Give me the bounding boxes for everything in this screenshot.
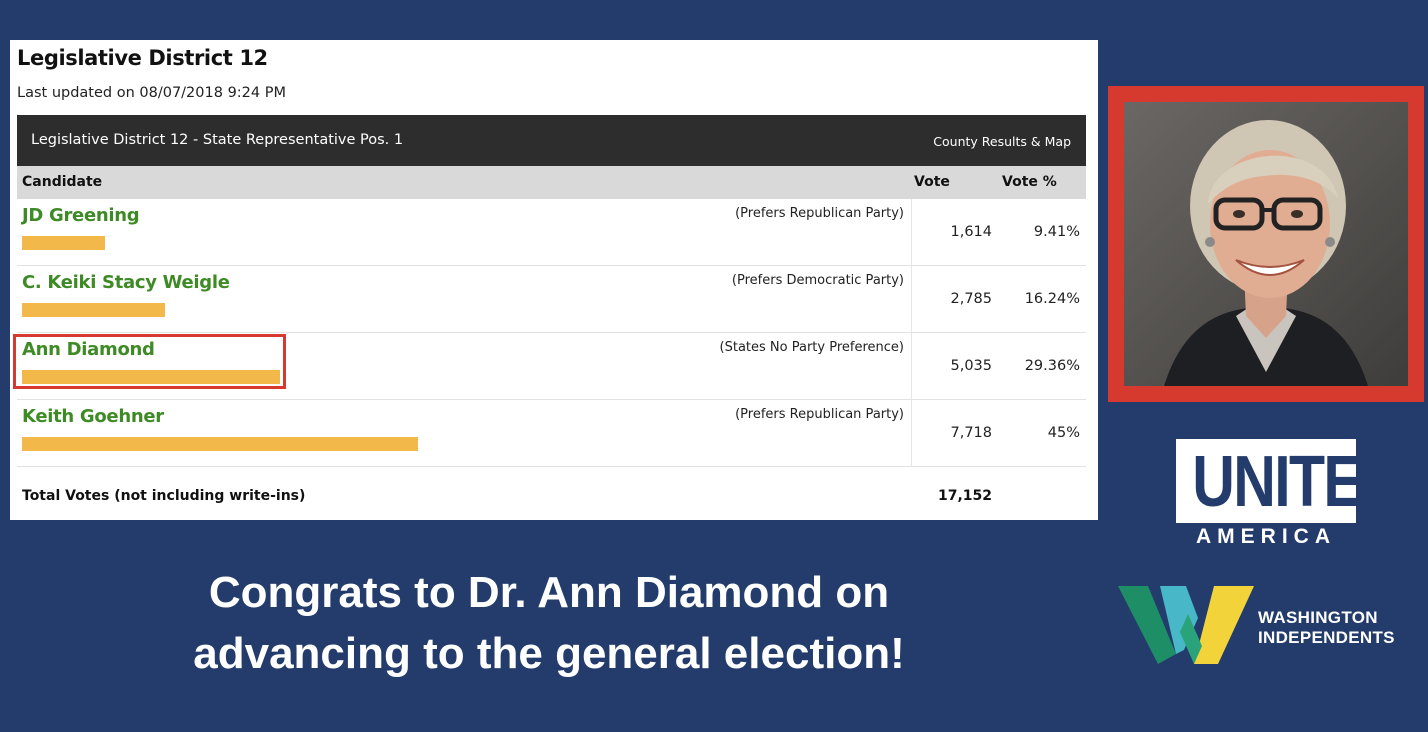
america-logo-word: AMERICA (1196, 525, 1336, 548)
column-divider (911, 333, 912, 399)
race-header: Legislative District 12 - State Represen… (17, 115, 1086, 166)
unite-logo-word: UNITE (1192, 442, 1363, 522)
wa-logo-mark-icon (1118, 586, 1254, 664)
column-header-vote: Vote (914, 174, 950, 190)
wa-logo-line-1: WASHINGTON (1258, 608, 1378, 627)
candidate-row: Keith Goehner (Prefers Republican Party)… (17, 400, 1086, 467)
column-divider (911, 400, 912, 466)
unite-america-logo: UNITE AMERICA (1176, 439, 1363, 549)
photo-frame (1108, 86, 1424, 402)
caption-line-1: Congrats to Dr. Ann Diamond on (208, 568, 890, 617)
unite-logo-box: UNITE (1176, 439, 1363, 523)
candidate-row: Ann Diamond (States No Party Preference)… (17, 333, 1086, 400)
column-header-vote-pct: Vote % (1002, 174, 1057, 190)
results-panel: Legislative District 12 Last updated on … (10, 40, 1098, 520)
county-results-link[interactable]: County Results & Map (933, 134, 1071, 149)
candidate-name-link[interactable]: C. Keiki Stacy Weigle (22, 272, 230, 293)
washington-independents-logo: WASHINGTON INDEPENDENTS (1118, 584, 1424, 666)
vote-share-bar (22, 236, 105, 250)
vote-share-bar (22, 437, 418, 451)
column-header-candidate: Candidate (22, 174, 103, 190)
candidate-party: (Prefers Republican Party) (735, 407, 904, 422)
candidate-photo (1124, 102, 1408, 386)
highlight-box (13, 334, 286, 389)
district-title: Legislative District 12 (17, 46, 268, 70)
race-title: Legislative District 12 - State Represen… (31, 132, 404, 148)
wa-logo-line-2: INDEPENDENTS (1258, 628, 1395, 647)
candidate-row: JD Greening (Prefers Republican Party) 1… (17, 199, 1086, 266)
last-updated-text: Last updated on 08/07/2018 9:24 PM (17, 85, 286, 101)
candidate-name-link[interactable]: JD Greening (22, 205, 140, 226)
candidate-votes: 2,785 (950, 291, 992, 307)
caption-line-2: advancing to the general election! (193, 629, 905, 678)
total-votes-label: Total Votes (not including write-ins) (22, 488, 306, 504)
candidate-votes: 7,718 (950, 425, 992, 441)
candidate-votes: 1,614 (950, 224, 992, 240)
column-divider (911, 199, 912, 265)
total-row: Total Votes (not including write-ins) 17… (17, 466, 1086, 506)
vote-share-bar (22, 370, 280, 384)
column-divider (911, 266, 912, 332)
total-votes-value: 17,152 (937, 488, 992, 504)
candidate-vote-pct: 29.36% (1024, 358, 1080, 374)
candidate-party: (Prefers Democratic Party) (731, 273, 904, 288)
wa-logo-text: WASHINGTON INDEPENDENTS (1258, 608, 1395, 648)
candidate-votes: 5,035 (950, 358, 992, 374)
candidate-name-link[interactable]: Ann Diamond (22, 339, 155, 360)
congrats-caption: Congrats to Dr. Ann Diamond on advancing… (0, 562, 1098, 684)
candidate-vote-pct: 45% (1047, 425, 1080, 441)
column-header-row: Candidate Vote Vote % (17, 166, 1086, 199)
candidate-party: (Prefers Republican Party) (735, 206, 904, 221)
candidate-party: (States No Party Preference) (719, 340, 904, 355)
candidate-portrait-illustration (1124, 102, 1408, 386)
vote-share-bar (22, 303, 165, 317)
candidate-name-link[interactable]: Keith Goehner (22, 406, 164, 427)
candidate-row: C. Keiki Stacy Weigle (Prefers Democrati… (17, 266, 1086, 333)
candidate-vote-pct: 9.41% (1033, 224, 1080, 240)
candidate-vote-pct: 16.24% (1024, 291, 1080, 307)
